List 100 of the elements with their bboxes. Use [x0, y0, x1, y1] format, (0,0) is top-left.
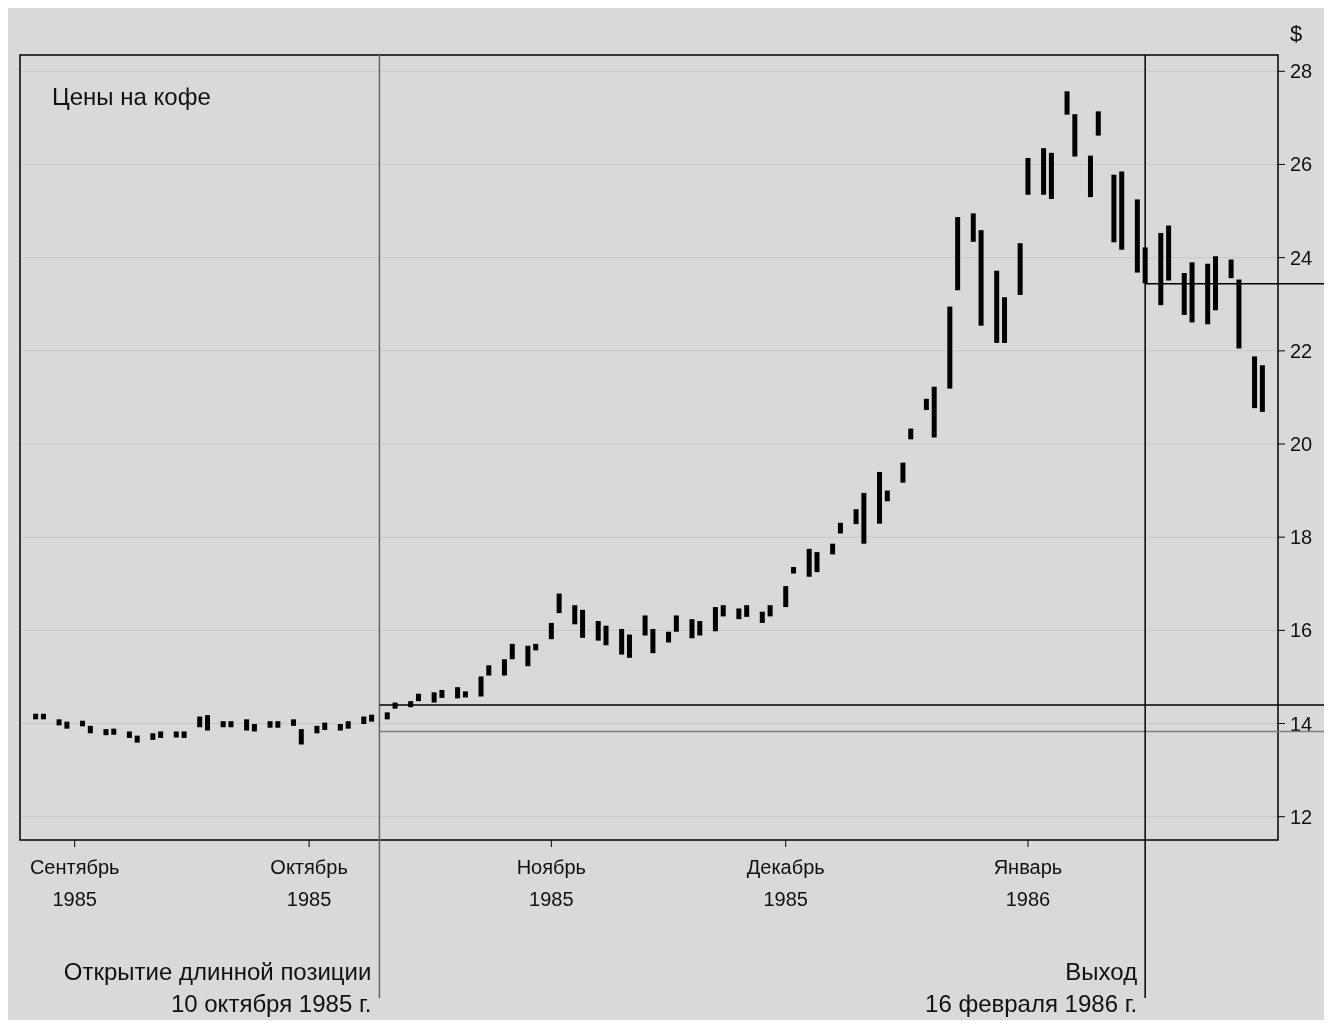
bar: [908, 428, 914, 440]
bar: [134, 735, 140, 743]
bar: [478, 676, 484, 697]
bar: [572, 605, 578, 625]
y-tick-label: 28: [1290, 60, 1313, 83]
y-tick-label: 24: [1290, 246, 1313, 269]
bar: [923, 398, 929, 410]
ref-line-label: Открытие длинной позиции 10 октября 1985 г.: [63, 958, 372, 1017]
bar: [1017, 243, 1023, 295]
bar: [650, 628, 656, 654]
bar: [416, 693, 421, 702]
bar: [439, 689, 445, 698]
bar: [462, 691, 468, 698]
bar: [384, 712, 390, 720]
bar: [56, 719, 62, 726]
bar: [697, 621, 703, 636]
bar: [830, 543, 836, 555]
bar: [1025, 157, 1031, 195]
bar: [369, 714, 375, 722]
bar: [337, 724, 343, 731]
y-tick-label: 26: [1290, 153, 1313, 176]
bar: [509, 643, 515, 660]
bar: [1041, 148, 1047, 195]
bar: [744, 605, 750, 617]
bar: [158, 731, 164, 738]
bar: [1111, 174, 1117, 243]
bar: [580, 609, 586, 638]
text: Цены на кофе: [52, 83, 211, 110]
x-tick-label: Октябрь 1985: [270, 856, 348, 910]
bar: [205, 715, 211, 731]
bar: [501, 659, 507, 676]
bar: [1134, 199, 1140, 273]
bar: [720, 605, 726, 617]
bar: [947, 306, 953, 389]
bar: [525, 645, 531, 667]
bar: [861, 492, 867, 544]
x-tick-label: Сентябрь 1985: [29, 856, 120, 910]
bar: [197, 716, 203, 728]
bar: [322, 722, 328, 731]
bar: [712, 607, 718, 632]
bar: [556, 593, 562, 614]
bar: [791, 567, 797, 574]
bar: [1252, 356, 1258, 409]
bar: [150, 733, 156, 740]
bar: [455, 687, 461, 699]
bar: [486, 665, 492, 676]
bar: [1166, 225, 1172, 281]
bar: [970, 213, 976, 242]
bar: [767, 605, 773, 617]
y-axis-title: $: [1290, 21, 1303, 46]
bar: [1072, 114, 1078, 157]
bar: [900, 462, 906, 483]
ref-line-label: Выход 16 февраля 1986 г.: [925, 958, 1138, 1017]
bar: [955, 217, 961, 291]
bar: [244, 719, 250, 731]
bar: [1002, 297, 1008, 343]
bar: [173, 731, 179, 738]
bar: [978, 230, 984, 326]
bar: [290, 719, 296, 726]
bar: [626, 634, 632, 658]
bar: [361, 716, 367, 724]
bar: [220, 721, 226, 728]
bar: [64, 721, 70, 729]
bar: [111, 728, 117, 735]
bar: [853, 509, 859, 525]
bar: [1259, 365, 1265, 412]
bar: [783, 586, 789, 608]
bar: [603, 625, 609, 646]
bar: [275, 721, 281, 728]
bar: [884, 490, 890, 502]
bar: [126, 731, 132, 738]
bar: [267, 721, 273, 728]
bar: [1064, 91, 1070, 115]
bar: [1087, 155, 1093, 198]
bar: [759, 611, 765, 623]
x-tick-label: Январь 1986: [993, 856, 1063, 910]
bar: [298, 729, 304, 745]
bar: [87, 725, 93, 734]
bar: [1048, 152, 1054, 199]
bar: [806, 548, 812, 577]
y-tick-label: 14: [1290, 712, 1313, 735]
bar: [689, 619, 695, 639]
bar: [345, 721, 351, 729]
y-tick-label: 18: [1290, 526, 1313, 549]
y-tick-label: 16: [1290, 619, 1313, 642]
bar: [642, 615, 648, 636]
bar: [1119, 171, 1125, 250]
bar: [814, 552, 820, 573]
bar: [548, 622, 554, 640]
bar: [619, 628, 625, 655]
bar: [1228, 259, 1234, 279]
bar: [103, 729, 109, 736]
bar: [994, 270, 1000, 343]
bar: [673, 615, 679, 632]
bar: [181, 731, 187, 738]
bar: [314, 725, 320, 734]
y-tick-label: 20: [1290, 433, 1313, 456]
x-tick-label: Ноябрь 1985: [516, 856, 587, 910]
bar: [877, 471, 882, 524]
y-tick-label: 12: [1290, 805, 1313, 828]
